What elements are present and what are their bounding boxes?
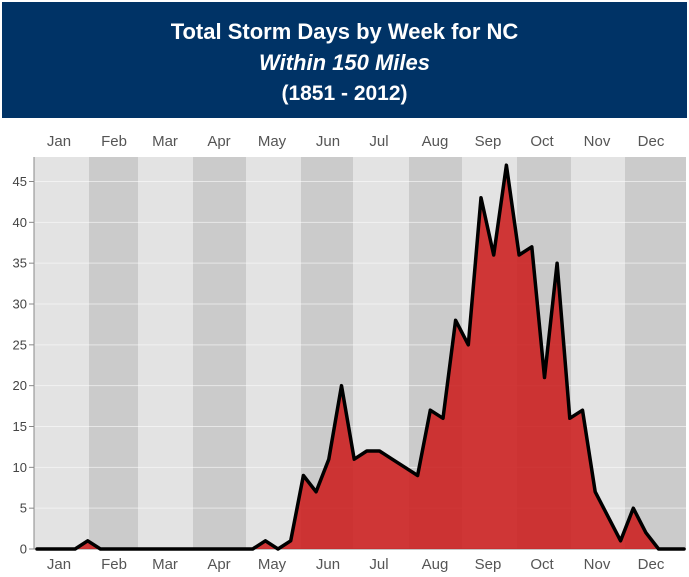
data-point-week-25 — [340, 384, 343, 387]
data-point-week-52 — [683, 548, 686, 551]
month-label-bottom-oct: Oct — [530, 556, 554, 573]
data-point-week-43 — [568, 417, 571, 420]
month-label-top-oct: Oct — [530, 133, 554, 150]
data-point-week-18 — [251, 548, 254, 551]
data-point-week-6 — [99, 548, 102, 551]
month-band-apr — [193, 157, 246, 549]
month-label-bottom-jan: Jan — [47, 556, 71, 573]
month-label-bottom-mar: Mar — [152, 556, 178, 573]
y-tick-label-10: 10 — [13, 460, 27, 475]
data-point-week-38 — [505, 164, 508, 167]
data-point-week-27 — [365, 450, 368, 453]
data-point-week-49 — [644, 531, 647, 534]
month-band-may — [246, 157, 301, 549]
data-point-week-32 — [429, 409, 432, 412]
month-label-top-dec: Dec — [638, 133, 665, 150]
month-label-bottom-aug: Aug — [422, 556, 449, 573]
data-point-week-16 — [226, 548, 229, 551]
y-tick-label-40: 40 — [13, 215, 27, 230]
data-point-week-28 — [378, 450, 381, 453]
y-tick-label-30: 30 — [13, 297, 27, 312]
month-label-bottom-nov: Nov — [584, 556, 611, 573]
month-label-bottom-jul: Jul — [369, 556, 388, 573]
y-tick-label-25: 25 — [13, 337, 27, 352]
chart-subtitle: Within 150 Miles — [259, 50, 430, 75]
month-label-bottom-apr: Apr — [207, 556, 230, 573]
data-point-week-7 — [112, 548, 115, 551]
data-point-week-21 — [289, 539, 292, 542]
y-tick-label-0: 0 — [20, 542, 27, 557]
y-tick-label-45: 45 — [13, 174, 27, 189]
y-tick-label-35: 35 — [13, 256, 27, 271]
data-point-week-37 — [492, 254, 495, 257]
month-band-feb — [89, 157, 138, 549]
data-point-week-36 — [480, 196, 483, 199]
month-label-top-aug: Aug — [422, 133, 449, 150]
month-label-top-nov: Nov — [584, 133, 611, 150]
month-label-top-jan: Jan — [47, 133, 71, 150]
data-point-week-20 — [277, 548, 280, 551]
data-point-week-13 — [188, 548, 191, 551]
data-point-week-50 — [657, 548, 660, 551]
data-point-week-41 — [543, 376, 546, 379]
data-point-week-24 — [327, 458, 330, 461]
data-point-week-30 — [403, 466, 406, 469]
chart-header: Total Storm Days by Week for NC Within 1… — [2, 2, 687, 118]
storm-days-line — [35, 163, 686, 551]
data-point-week-14 — [200, 548, 203, 551]
data-point-week-5 — [86, 539, 89, 542]
data-point-week-10 — [150, 548, 153, 551]
data-point-week-47 — [619, 539, 622, 542]
data-point-week-22 — [302, 474, 305, 477]
month-label-bottom-feb: Feb — [101, 556, 127, 573]
month-label-top-may: May — [258, 133, 287, 150]
data-point-week-44 — [581, 409, 584, 412]
data-point-week-31 — [416, 474, 419, 477]
month-label-top-jun: Jun — [316, 133, 340, 150]
y-tick-label-15: 15 — [13, 419, 27, 434]
data-point-week-33 — [441, 417, 444, 420]
y-tick-label-20: 20 — [13, 378, 27, 393]
month-label-bottom-jun: Jun — [316, 556, 340, 573]
data-point-week-23 — [315, 490, 318, 493]
data-point-week-11 — [162, 548, 165, 551]
data-point-week-1 — [36, 548, 39, 551]
data-point-week-29 — [391, 458, 394, 461]
month-label-bottom-sep: Sep — [475, 556, 502, 573]
month-label-top-feb: Feb — [101, 133, 127, 150]
month-label-top-mar: Mar — [152, 133, 178, 150]
data-point-week-4 — [74, 548, 77, 551]
data-point-week-48 — [632, 507, 635, 510]
data-point-week-39 — [518, 254, 521, 257]
data-point-week-17 — [238, 548, 241, 551]
data-point-week-40 — [530, 245, 533, 248]
month-band-dec — [625, 157, 686, 549]
month-band-jan — [34, 157, 89, 549]
chart-years: (1851 - 2012) — [281, 82, 408, 105]
data-point-week-2 — [48, 548, 51, 551]
month-band-mar — [138, 157, 193, 549]
data-point-week-19 — [264, 539, 267, 542]
month-label-top-apr: Apr — [207, 133, 230, 150]
month-label-top-sep: Sep — [475, 133, 502, 150]
data-point-week-8 — [124, 548, 127, 551]
storm-days-area — [37, 165, 684, 549]
data-point-week-45 — [594, 490, 597, 493]
month-label-bottom-dec: Dec — [638, 556, 665, 573]
data-point-week-51 — [670, 548, 673, 551]
data-point-week-12 — [175, 548, 178, 551]
data-point-week-46 — [606, 515, 609, 518]
data-point-week-35 — [467, 343, 470, 346]
data-point-week-34 — [454, 319, 457, 322]
data-point-week-3 — [61, 548, 64, 551]
data-point-week-15 — [213, 548, 216, 551]
data-point-week-26 — [353, 458, 356, 461]
data-point-week-9 — [137, 548, 140, 551]
chart-title: Total Storm Days by Week for NC — [170, 19, 519, 44]
month-label-top-jul: Jul — [369, 133, 388, 150]
data-point-week-42 — [556, 262, 559, 265]
y-tick-label-5: 5 — [20, 501, 27, 516]
month-label-bottom-may: May — [258, 556, 287, 573]
